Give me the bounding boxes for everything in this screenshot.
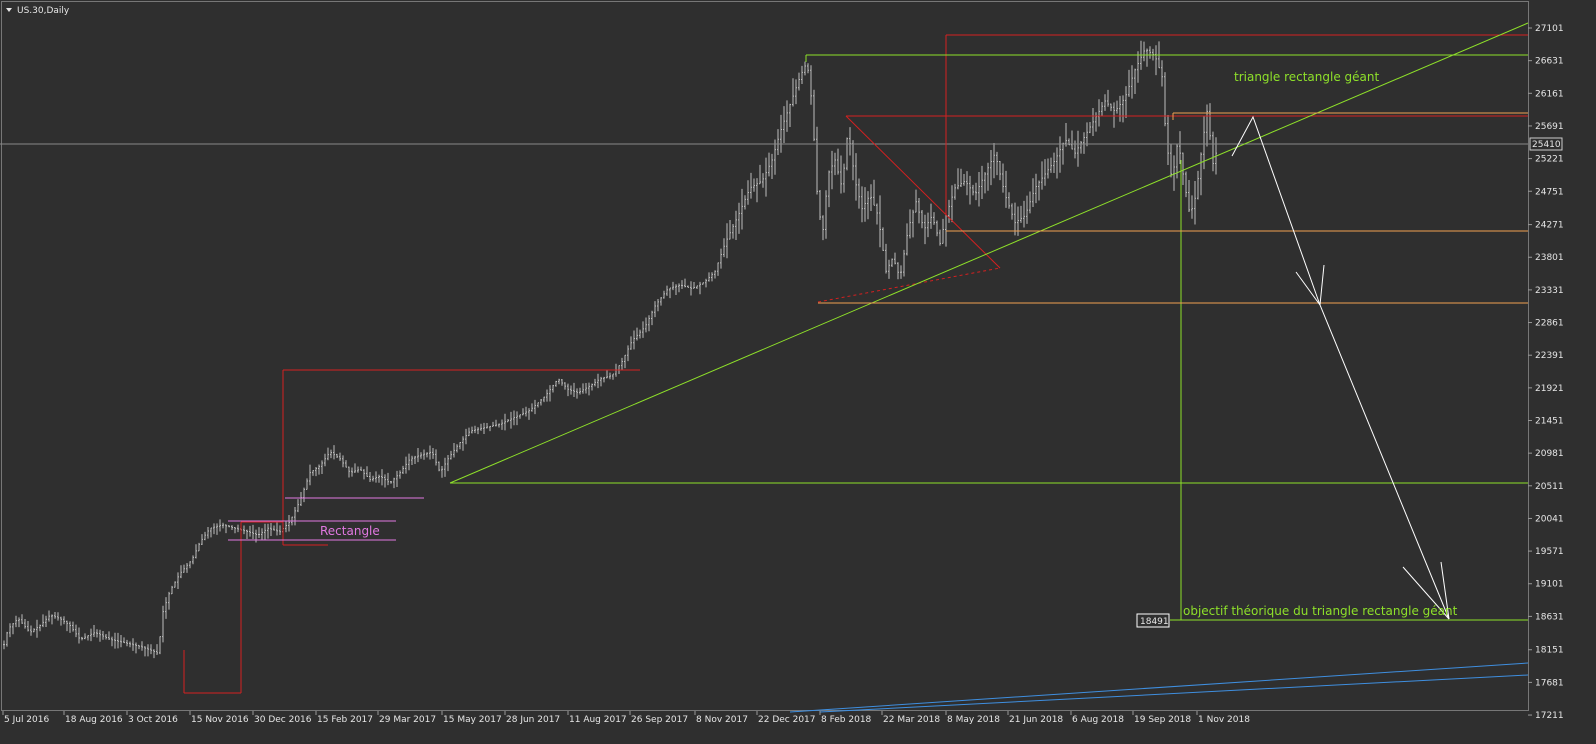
time-tick-label: 15 Nov 2016 <box>191 715 249 725</box>
objective-label: objectif théorique du triangle rectangle… <box>1183 604 1458 618</box>
rectangle-label: Rectangle <box>320 524 380 538</box>
collapse-triangle-icon[interactable] <box>6 8 12 12</box>
price-tick-label: 17681 <box>1535 678 1564 688</box>
time-axis[interactable]: 5 Jul 2016 18 Aug 2016 3 Oct 2016 15 Nov 20… <box>2 711 1250 725</box>
blue-channel-upper <box>789 662 1529 713</box>
price-tick-label: 17211 <box>1535 711 1564 721</box>
time-tick-label: 30 Dec 2016 <box>254 715 312 725</box>
price-tick-label: 20041 <box>1535 514 1564 524</box>
time-tick-label: 15 May 2017 <box>443 715 502 725</box>
price-tick-label: 19101 <box>1535 580 1564 590</box>
price-tick-label: 18151 <box>1535 646 1564 656</box>
price-tick-label: 20981 <box>1535 449 1564 459</box>
time-tick-label: 26 Sep 2017 <box>631 715 688 725</box>
time-tick-label: 19 Sep 2018 <box>1134 715 1191 725</box>
time-tick-label: 8 Feb 2018 <box>821 715 872 725</box>
price-tick-label: 21451 <box>1535 416 1564 426</box>
triangle-label: triangle rectangle géant <box>1234 70 1380 84</box>
time-tick-label: 22 Dec 2017 <box>758 715 816 725</box>
target-price-text: 18491 <box>1140 617 1169 627</box>
price-tick-label: 19571 <box>1535 547 1564 557</box>
time-tick-label: 29 Mar 2017 <box>379 715 436 725</box>
blue-channel-lower <box>819 674 1529 713</box>
price-tick-label: 25221 <box>1535 155 1564 165</box>
price-tick-label: 24271 <box>1535 221 1564 231</box>
time-tick-label: 21 Jun 2018 <box>1009 715 1063 725</box>
time-tick-label: 1 Nov 2018 <box>1198 715 1250 725</box>
price-axis[interactable]: 27101 26631 26161 25691 25221 24751 24271 23801… <box>1528 24 1564 721</box>
price-tick-label: 25691 <box>1535 122 1564 132</box>
price-tick-label: 27101 <box>1535 24 1564 34</box>
candles-layer <box>3 40 1217 659</box>
time-tick-label: 5 Jul 2016 <box>4 715 49 725</box>
price-tick-label: 23801 <box>1535 253 1564 263</box>
projected-path <box>1231 115 1450 620</box>
current-price-tag: 25410 <box>1529 137 1563 151</box>
price-tick-label: 18631 <box>1535 612 1564 622</box>
red-wedge-bottom <box>817 267 1001 303</box>
arrow-head-2b <box>1440 561 1450 620</box>
arrow-head-2a <box>1402 566 1450 620</box>
time-tick-label: 11 Aug 2017 <box>569 715 627 725</box>
plot-frame <box>1 1 1529 711</box>
price-tick-label: 22391 <box>1535 351 1564 361</box>
price-tick-label: 26631 <box>1535 57 1564 67</box>
time-tick-label: 15 Feb 2017 <box>317 715 373 725</box>
arrow-head-1a <box>1295 271 1321 306</box>
arrow-head-1b <box>1319 264 1325 306</box>
price-tick-label: 24751 <box>1535 187 1564 197</box>
time-tick-label: 22 Mar 2018 <box>883 715 940 725</box>
red-wedge-top <box>845 115 1001 269</box>
chart-title: US.30,Daily <box>17 6 70 16</box>
target-price-tag: 18491 <box>1136 613 1170 628</box>
current-price-text: 25410 <box>1532 140 1561 150</box>
drawing-objects <box>0 22 1529 713</box>
time-tick-label: 28 Jun 2017 <box>506 715 560 725</box>
price-tick-label: 23331 <box>1535 286 1564 296</box>
time-tick-label: 3 Oct 2016 <box>128 715 178 725</box>
time-tick-label: 6 Aug 2018 <box>1072 715 1124 725</box>
green-trendline <box>449 22 1529 484</box>
price-tick-label: 22861 <box>1535 319 1564 329</box>
price-tick-label: 21921 <box>1535 384 1564 394</box>
price-tick-label: 20511 <box>1535 482 1564 492</box>
time-tick-label: 8 May 2018 <box>947 715 1000 725</box>
time-tick-label: 8 Nov 2017 <box>696 715 748 725</box>
price-tick-label: 26161 <box>1535 89 1564 99</box>
time-tick-label: 18 Aug 2016 <box>65 715 123 725</box>
